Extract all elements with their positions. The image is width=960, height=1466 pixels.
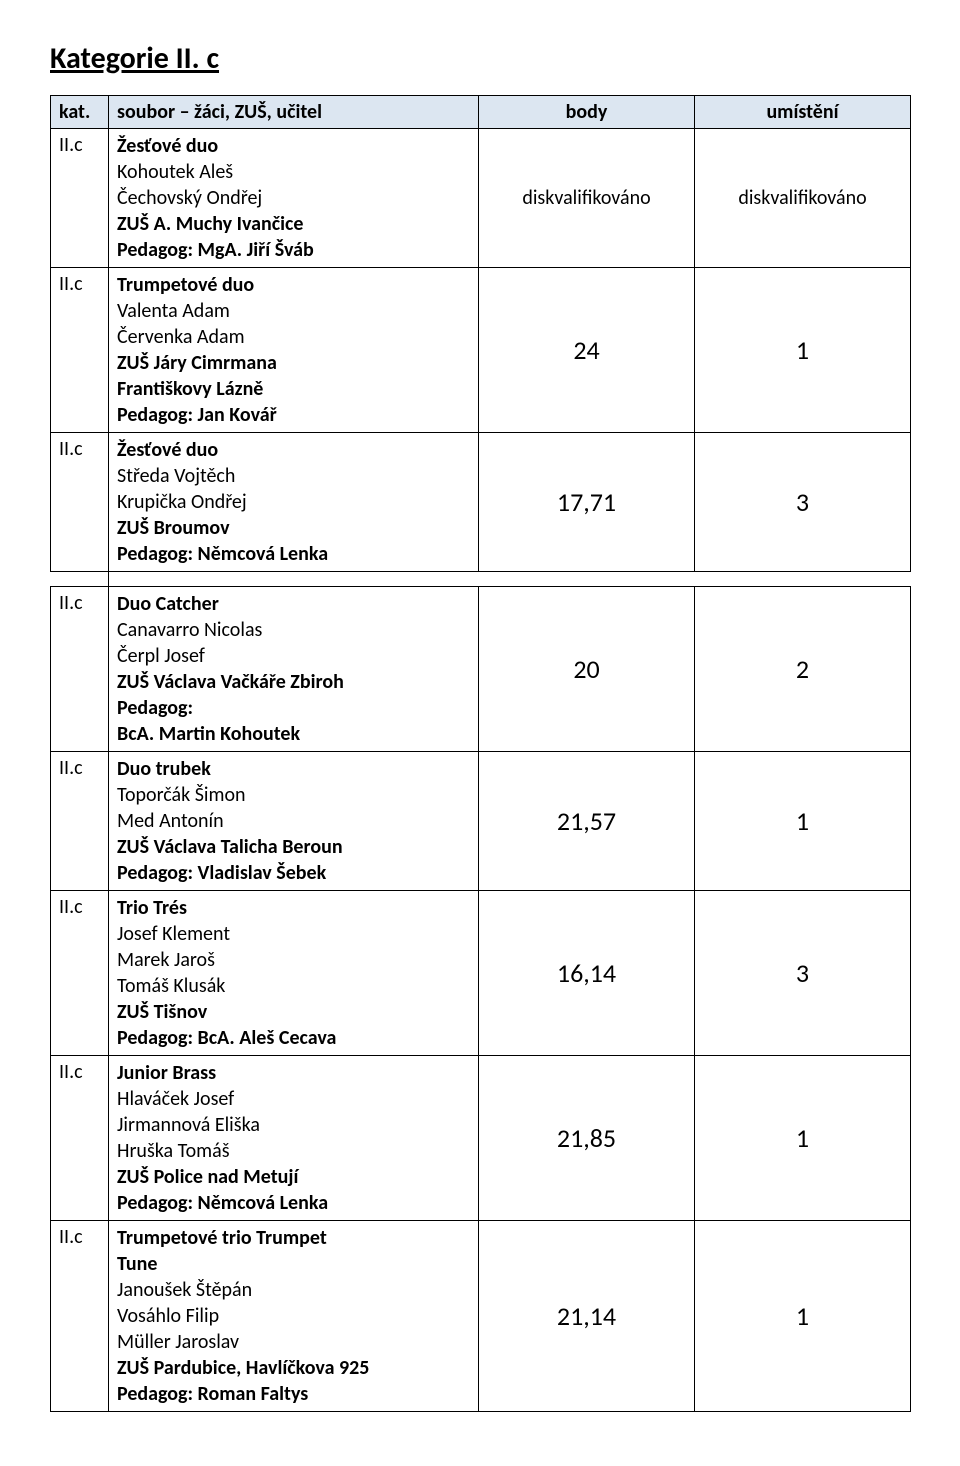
cell-score: 20 [479,587,695,752]
bold-line: Pedagog: Němcová Lenka [117,541,470,567]
bold-line: BcA. Martin Kohoutek [117,721,470,747]
cell-score: 21,14 [479,1221,695,1412]
bold-line: Pedagog: Němcová Lenka [117,1190,470,1216]
cell-kat: II.c [51,129,109,268]
cell-kat: II.c [51,891,109,1056]
bold-line: Junior Brass [117,1060,470,1086]
bold-line: Duo Catcher [117,591,470,617]
bold-line: ZUŠ Václava Talicha Beroun [117,834,470,860]
cell-score: 16,14 [479,891,695,1056]
col-body: body [479,96,695,129]
table-row: II.cDuo trubekToporčák ŠimonMed AntonínZ… [51,752,911,891]
bold-line: Pedagog: BcA. Aleš Cecava [117,1025,470,1051]
bold-line: Trumpetové duo [117,272,470,298]
cell-place: diskvalifikováno [695,129,911,268]
bold-line: Duo trubek [117,756,470,782]
bold-line: Františkovy Lázně [117,376,470,402]
page-title: Kategorie II. c [50,40,910,77]
cell-kat: II.c [51,433,109,572]
text-line: Hlaváček Josef [117,1086,470,1112]
col-subject: soubor – žáci, ZUŠ, učitel [109,96,479,129]
cell-subject: Duo trubekToporčák ŠimonMed AntonínZUŠ V… [109,752,479,891]
cell-place: 1 [695,752,911,891]
col-kat: kat. [51,96,109,129]
bold-line: Pedagog: MgA. Jiří Šváb [117,237,470,263]
cell-place: 3 [695,433,911,572]
text-line: Středa Vojtěch [117,463,470,489]
cell-place: 1 [695,1221,911,1412]
text-line: Jirmannová Eliška [117,1112,470,1138]
cell-subject: Žesťové duoKohoutek AlešČechovský Ondřej… [109,129,479,268]
text-line: Tomáš Klusák [117,973,470,999]
bold-line: ZUŠ Václava Vačkáře Zbiroh [117,669,470,695]
table-row: II.cJunior BrassHlaváček JosefJirmannová… [51,1056,911,1221]
cell-score: 21,57 [479,752,695,891]
bold-line: ZUŠ Pardubice, Havlíčkova 925 [117,1355,470,1381]
table-row: II.cŽesťové duoKohoutek AlešČechovský On… [51,129,911,268]
bold-line: ZUŠ Broumov [117,515,470,541]
table-row: II.cŽesťové duoStředa VojtěchKrupička On… [51,433,911,572]
cell-score: 21,85 [479,1056,695,1221]
bold-line: Žesťové duo [117,133,470,159]
cell-kat: II.c [51,1221,109,1412]
table-row: II.cDuo CatcherCanavarro NicolasČerpl Jo… [51,587,911,752]
text-line: Marek Jaroš [117,947,470,973]
table-row: II.cTrio TrésJosef KlementMarek JarošTom… [51,891,911,1056]
cell-score: 24 [479,268,695,433]
cell-score: diskvalifikováno [479,129,695,268]
cell-place: 1 [695,268,911,433]
bold-line: ZUŠ A. Muchy Ivančice [117,211,470,237]
table-row: II.cTrumpetové duoValenta AdamČervenka A… [51,268,911,433]
text-line: Vosáhlo Filip [117,1303,470,1329]
table-header-row: kat. soubor – žáci, ZUŠ, učitel body umí… [51,96,911,129]
cell-subject: Trumpetové duoValenta AdamČervenka AdamZ… [109,268,479,433]
cell-kat: II.c [51,752,109,891]
text-line: Josef Klement [117,921,470,947]
bold-line: ZUŠ Tišnov [117,999,470,1025]
bold-line: Pedagog: Vladislav Šebek [117,860,470,886]
text-line: Krupička Ondřej [117,489,470,515]
cell-kat: II.c [51,587,109,752]
cell-place: 1 [695,1056,911,1221]
col-place: umístění [695,96,911,129]
text-line: Valenta Adam [117,298,470,324]
cell-place: 2 [695,587,911,752]
bold-line: ZUŠ Police nad Metují [117,1164,470,1190]
bold-line: Žesťové duo [117,437,470,463]
cell-place: 3 [695,891,911,1056]
text-line: Čechovský Ondřej [117,185,470,211]
cell-subject: Trio TrésJosef KlementMarek JarošTomáš K… [109,891,479,1056]
cell-kat: II.c [51,1056,109,1221]
cell-subject: Trumpetové trio TrumpetTuneJanoušek Štěp… [109,1221,479,1412]
bold-line: Pedagog: Roman Faltys [117,1381,470,1407]
text-line: Canavarro Nicolas [117,617,470,643]
cell-score: 17,71 [479,433,695,572]
bold-line: Tune [117,1251,470,1277]
text-line: Čerpl Josef [117,643,470,669]
text-line: Kohoutek Aleš [117,159,470,185]
results-table: kat. soubor – žáci, ZUŠ, učitel body umí… [50,95,911,1412]
gap-row [51,572,911,587]
table-row: II.cTrumpetové trio TrumpetTuneJanoušek … [51,1221,911,1412]
bold-line: Pedagog: Jan Kovář [117,402,470,428]
cell-kat: II.c [51,268,109,433]
cell-subject: Duo CatcherCanavarro NicolasČerpl JosefZ… [109,587,479,752]
text-line: Med Antonín [117,808,470,834]
bold-line: ZUŠ Járy Cimrmana [117,350,470,376]
bold-line: Trio Trés [117,895,470,921]
cell-subject: Žesťové duoStředa VojtěchKrupička Ondřej… [109,433,479,572]
cell-subject: Junior BrassHlaváček JosefJirmannová Eli… [109,1056,479,1221]
text-line: Müller Jaroslav [117,1329,470,1355]
bold-line: Pedagog: [117,695,470,721]
bold-line: Trumpetové trio Trumpet [117,1225,470,1251]
text-line: Janoušek Štěpán [117,1277,470,1303]
text-line: Červenka Adam [117,324,470,350]
text-line: Hruška Tomáš [117,1138,470,1164]
text-line: Toporčák Šimon [117,782,470,808]
